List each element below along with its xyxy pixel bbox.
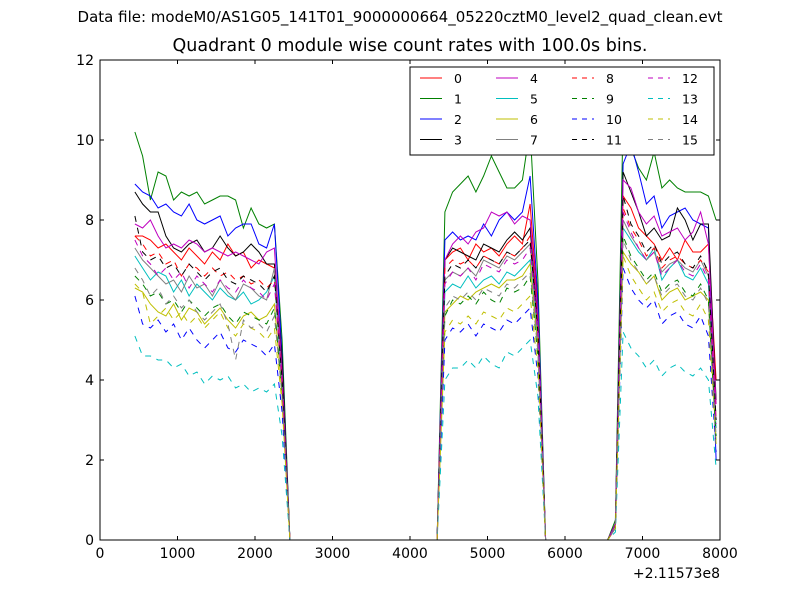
y-tick-label: 4 [85, 373, 94, 389]
x-tick-label: 1000 [160, 546, 196, 562]
series-line-1 [134, 115, 717, 540]
series-line-13 [134, 331, 717, 540]
legend-box [409, 66, 715, 156]
series-layer [134, 115, 717, 540]
series-line-11 [134, 195, 717, 540]
legend-label-1: 1 [454, 92, 462, 107]
y-tick-label: 2 [85, 453, 94, 469]
legend-label-5: 5 [530, 92, 538, 107]
legend-label-11: 11 [606, 133, 622, 148]
series-line-7 [134, 219, 717, 540]
legend-label-8: 8 [606, 71, 614, 86]
legend-label-10: 10 [606, 112, 622, 127]
y-tick-label: 10 [76, 133, 94, 149]
chart-title: Quadrant 0 module wise count rates with … [172, 36, 648, 56]
y-tick-label: 0 [85, 533, 94, 549]
legend-label-2: 2 [454, 112, 462, 127]
y-tick-label: 12 [76, 53, 94, 69]
legend-label-13: 13 [682, 92, 698, 107]
series-line-15 [134, 239, 717, 540]
legend-label-0: 0 [454, 71, 462, 86]
series-line-14 [134, 255, 717, 540]
legend-label-12: 12 [682, 71, 698, 86]
y-tick-label: 6 [85, 293, 94, 309]
series-line-4 [134, 178, 717, 540]
x-tick-label: 8000 [702, 546, 738, 562]
figure-suptitle: Data file: modeM0/AS1G05_141T01_90000006… [77, 8, 723, 26]
x-offset-label: +2.11573e8 [633, 566, 720, 582]
x-tick-label: 3000 [315, 546, 351, 562]
legend-label-15: 15 [682, 133, 698, 148]
legend-label-3: 3 [454, 133, 462, 148]
series-line-2 [134, 142, 717, 540]
y-tick-label: 8 [85, 213, 94, 229]
x-tick-label: 4000 [392, 546, 428, 562]
x-tick-label: 7000 [625, 546, 661, 562]
x-tick-label: 2000 [237, 546, 273, 562]
series-line-8 [134, 207, 717, 540]
x-tick-label: 5000 [470, 546, 506, 562]
series-line-0 [134, 194, 717, 540]
x-tick-label: 0 [96, 546, 105, 562]
legend-label-4: 4 [530, 71, 538, 86]
series-line-10 [134, 267, 717, 540]
series-line-9 [134, 235, 717, 540]
x-tick-label: 6000 [547, 546, 583, 562]
ticks-layer: 0 1000 2000 3000 4000 5000 6000 7000 80000246810… [76, 53, 738, 562]
legend-label-14: 14 [682, 112, 698, 127]
legend-label-9: 9 [606, 92, 614, 107]
legend-label-6: 6 [530, 112, 538, 127]
series-line-6 [134, 250, 717, 540]
legend-label-7: 7 [530, 133, 538, 148]
